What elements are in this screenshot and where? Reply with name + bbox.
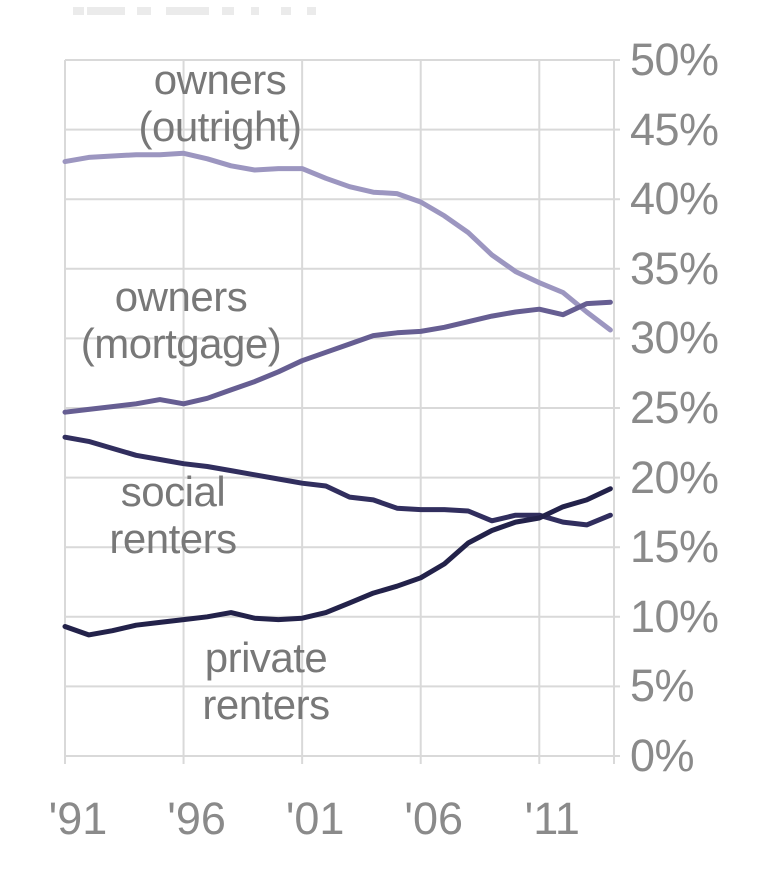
- y-tick-label: 20%: [630, 451, 719, 503]
- series-label-owners-outright-: owners (outright): [138, 56, 302, 150]
- clipped-title-fragment: [137, 7, 151, 15]
- series-line-social-renters: [62, 434, 613, 528]
- clipped-title-fragment: [73, 7, 84, 15]
- series-label-line: owners: [114, 273, 248, 320]
- y-tick-label: 0%: [630, 730, 695, 781]
- clipped-title-fragment: [307, 7, 316, 15]
- y-tick-label: 25%: [630, 382, 719, 433]
- series-line-owners-mortgage-: [62, 299, 613, 415]
- series-label-line: renters: [109, 515, 237, 562]
- series-label-line: social: [120, 468, 226, 515]
- clipped-title-fragment: [166, 7, 209, 15]
- y-tick-label: 50%: [630, 34, 719, 85]
- series-label-line: (mortgage): [80, 320, 282, 367]
- series-label-social-renters: social renters: [109, 468, 237, 562]
- series-label-line: renters: [202, 681, 330, 728]
- series-line-private-renters: [62, 486, 613, 638]
- y-tick-label: 35%: [630, 242, 719, 294]
- series-label-line: owners: [153, 56, 287, 103]
- x-tick-label: '06: [404, 793, 464, 844]
- clipped-title-fragment: [281, 7, 291, 15]
- y-tick-label: 15%: [630, 521, 719, 573]
- x-tick-label: '11: [524, 793, 580, 844]
- y-tick-label: 30%: [630, 312, 719, 364]
- y-tick-label: 5%: [630, 660, 695, 712]
- y-tick-label: 10%: [630, 590, 719, 642]
- y-tick-label: 45%: [630, 103, 719, 155]
- series-label-line: private: [204, 634, 328, 681]
- series-line-owners-outright-: [62, 150, 613, 333]
- clipped-title-fragment: [87, 7, 125, 15]
- y-tick-label: 40%: [630, 173, 719, 225]
- x-tick-label: '01: [285, 793, 345, 844]
- clipped-title-fragment: [222, 7, 234, 15]
- series-label-line: (outright): [138, 103, 302, 150]
- clipped-title-fragment: [251, 7, 259, 15]
- x-tick-label: '91: [48, 793, 108, 844]
- x-tick-label: '96: [167, 793, 226, 844]
- series-label-owners-mortgage-: owners (mortgage): [80, 273, 282, 367]
- series-label-private-renters: private renters: [202, 634, 330, 728]
